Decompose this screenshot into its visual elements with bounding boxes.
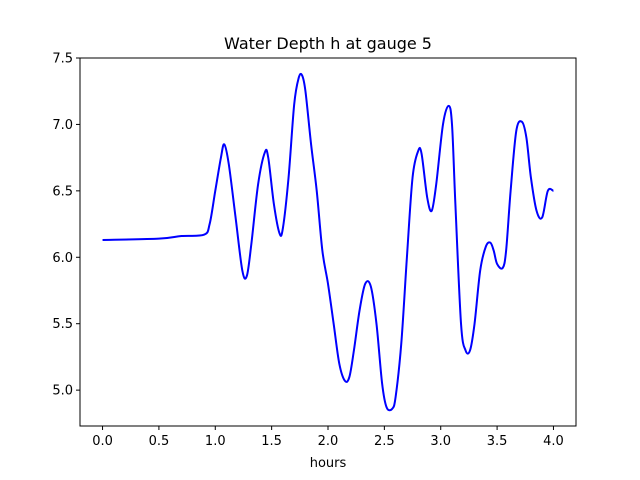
y-tick-label: 7.5 bbox=[52, 52, 73, 67]
x-tick-label: 1.0 bbox=[205, 434, 226, 449]
y-tick-label: 7.0 bbox=[52, 118, 73, 133]
y-tick-label: 5.5 bbox=[52, 317, 73, 332]
x-tick-label: 0.0 bbox=[92, 434, 113, 449]
x-tick-label: 3.5 bbox=[487, 434, 508, 449]
y-tick-label: 6.0 bbox=[52, 251, 73, 266]
chart-title: Water Depth h at gauge 5 bbox=[224, 34, 432, 53]
series-line-0 bbox=[102, 72, 554, 412]
x-axis-label: hours bbox=[310, 456, 347, 471]
x-tick-label: 0.5 bbox=[149, 434, 170, 449]
y-axis: 5.0 5.5 6.0 6.5 7.0 7.5 bbox=[52, 52, 80, 399]
x-tick-label: 2.0 bbox=[318, 434, 339, 449]
x-tick-label: 3.0 bbox=[430, 434, 451, 449]
x-axis: 0.0 0.5 1.0 1.5 2.0 2.5 3.0 3.5 4.0 bbox=[92, 426, 564, 449]
y-tick-label: 5.0 bbox=[52, 384, 73, 399]
x-tick-label: 1.5 bbox=[261, 434, 282, 449]
x-tick-label: 4.0 bbox=[543, 434, 564, 449]
plot-frame bbox=[79, 57, 577, 427]
plot-area bbox=[102, 72, 554, 412]
y-tick-label: 6.5 bbox=[52, 184, 73, 199]
x-tick-label: 2.5 bbox=[374, 434, 395, 449]
